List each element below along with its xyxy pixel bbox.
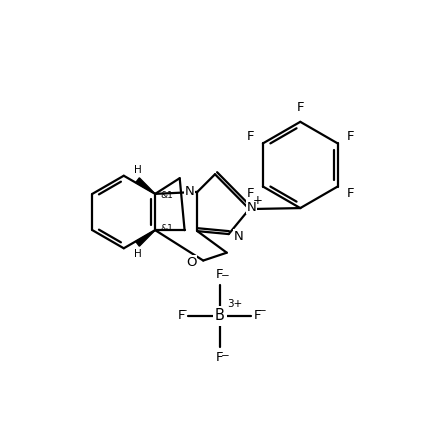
Text: 3+: 3+: [227, 299, 242, 309]
Text: F: F: [347, 130, 354, 142]
Text: F: F: [178, 309, 186, 323]
Text: −: −: [179, 306, 188, 316]
Text: +: +: [253, 194, 263, 207]
Text: O: O: [186, 256, 197, 269]
Text: N: N: [246, 201, 256, 214]
Text: &1: &1: [160, 224, 173, 232]
Text: F: F: [347, 187, 354, 200]
Polygon shape: [136, 230, 155, 246]
Text: &1: &1: [160, 191, 173, 200]
Text: H: H: [134, 165, 142, 176]
Text: B: B: [215, 309, 225, 323]
Text: −: −: [258, 306, 266, 316]
Text: F: F: [216, 351, 224, 364]
Text: F: F: [216, 268, 224, 280]
Text: −: −: [221, 271, 230, 281]
Text: F: F: [297, 101, 304, 113]
Text: N: N: [234, 230, 244, 243]
Text: F: F: [254, 309, 262, 323]
Text: −: −: [221, 351, 230, 361]
Polygon shape: [136, 178, 155, 194]
Text: F: F: [246, 130, 254, 142]
Text: N: N: [184, 185, 194, 198]
Text: H: H: [134, 249, 142, 259]
Text: F: F: [246, 187, 254, 200]
